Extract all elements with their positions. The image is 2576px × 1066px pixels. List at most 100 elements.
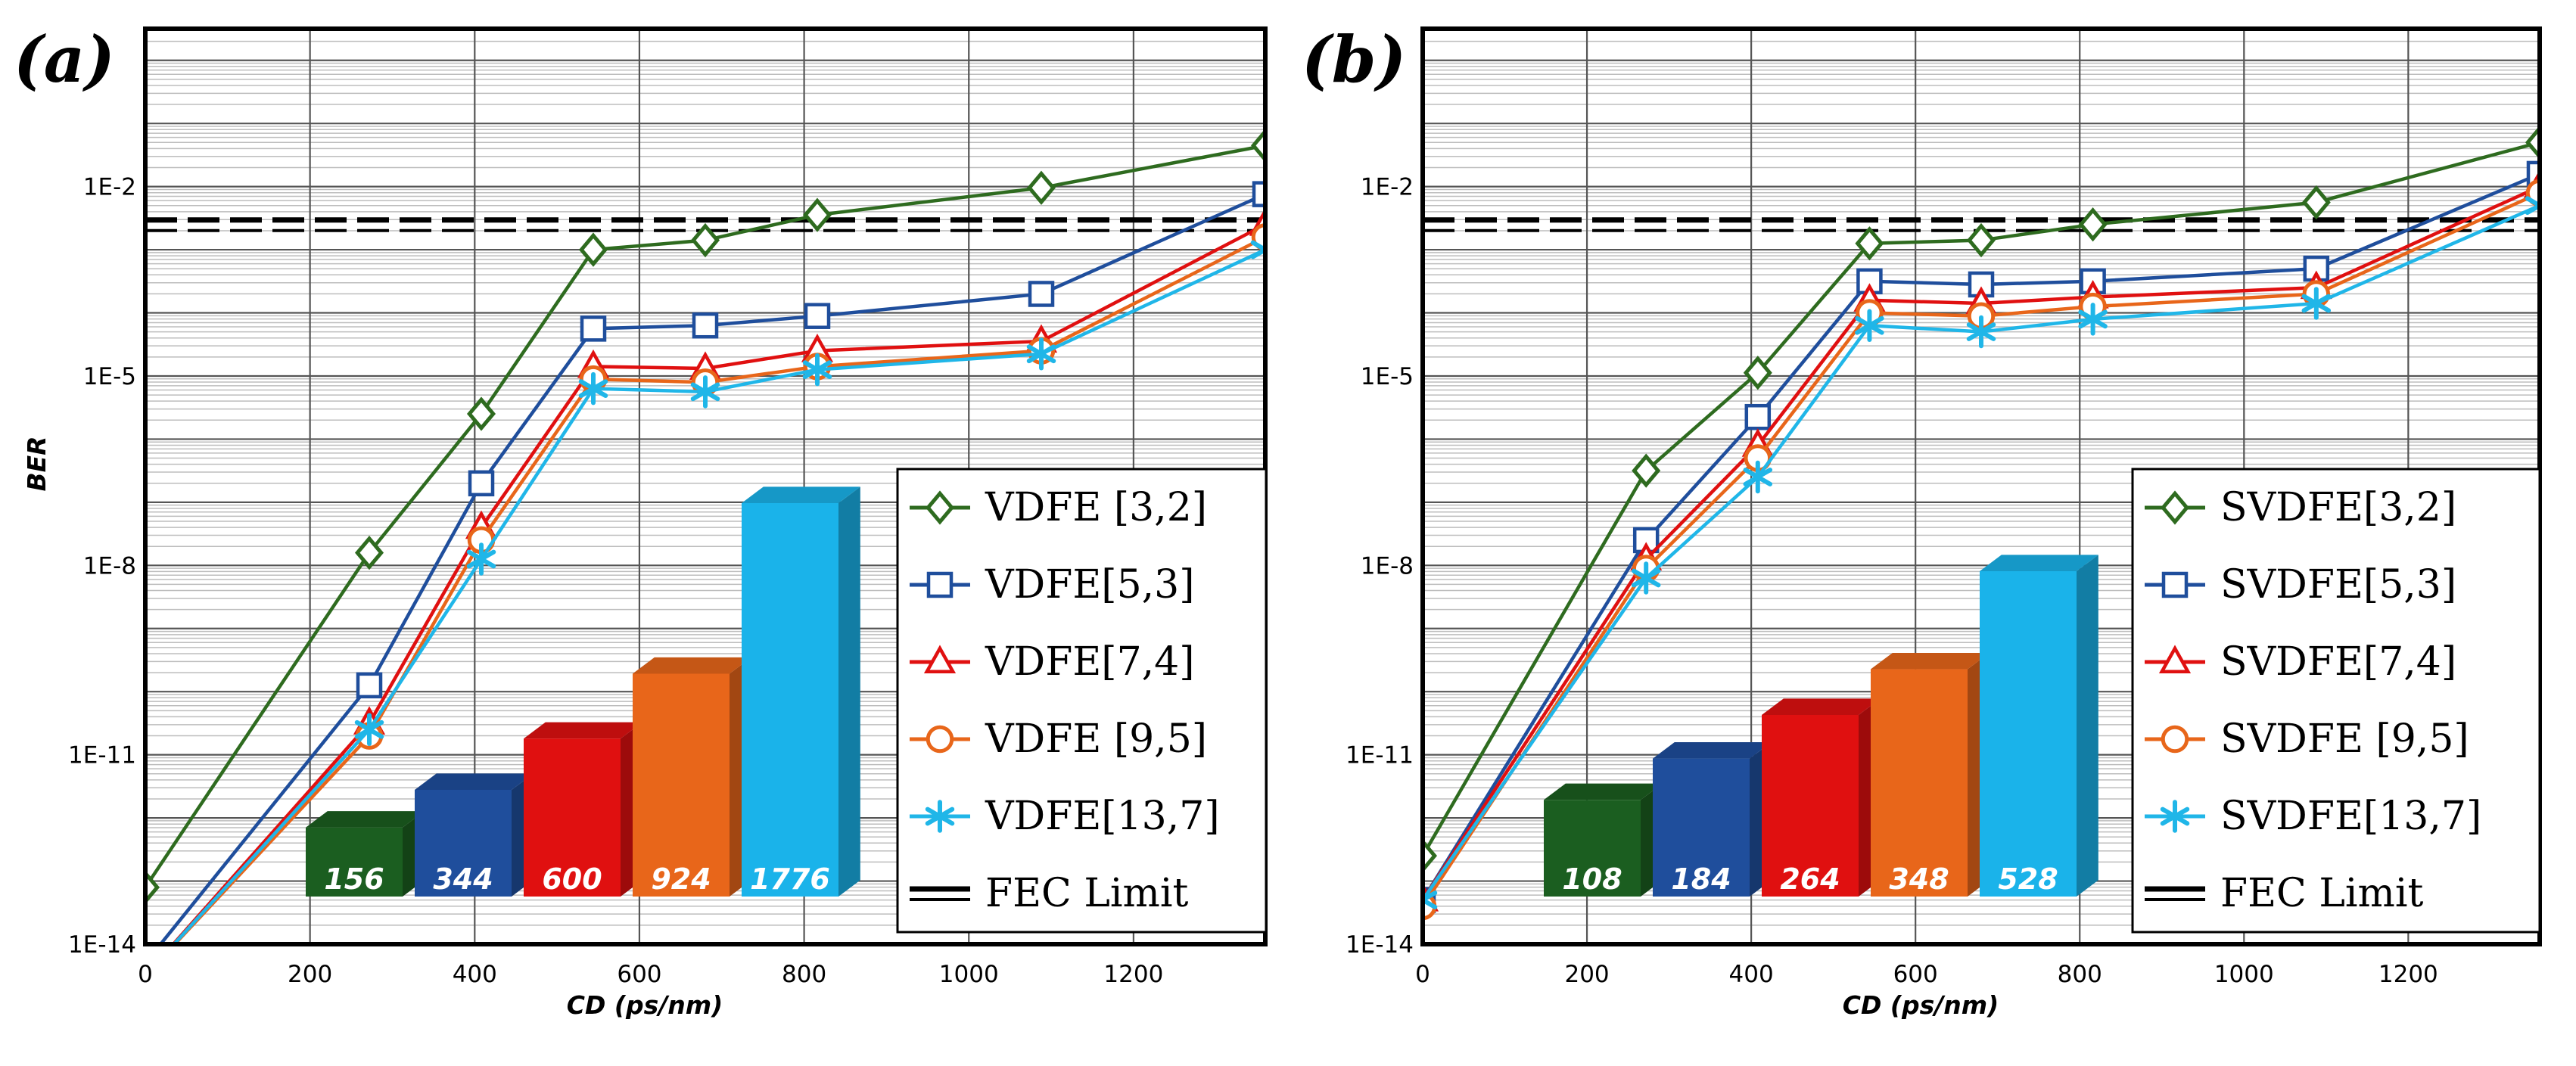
inset-bar: 600 bbox=[524, 722, 642, 897]
inset-bar-label: 184 bbox=[1671, 862, 1731, 896]
inset-bar: 924 bbox=[633, 657, 751, 897]
legend-label: FEC Limit bbox=[2220, 871, 2423, 916]
x-tick-label: 1200 bbox=[2378, 961, 2438, 988]
inset-bar: 348 bbox=[1871, 652, 1990, 897]
data-point bbox=[578, 232, 608, 267]
star-stroke bbox=[2160, 806, 2190, 826]
y-tick-label: 1E-14 bbox=[68, 931, 136, 959]
legend-entry: VDFE[5,3] bbox=[910, 562, 1195, 608]
data-layer: 108 184 264 348 528 bbox=[1423, 125, 2540, 921]
legend-label: SVDFE[13,7] bbox=[2220, 794, 2481, 839]
data-point bbox=[2161, 725, 2189, 754]
inset-bar-label: 600 bbox=[542, 862, 602, 896]
inset-bar-front bbox=[1871, 669, 1968, 897]
data-point bbox=[802, 353, 832, 387]
x-tick-label: 1200 bbox=[1103, 961, 1163, 988]
inset-bar-front bbox=[524, 738, 621, 897]
data-point bbox=[1744, 403, 1772, 430]
y-axis-title: BER bbox=[22, 436, 51, 491]
legend-entry: VDFE[13,7] bbox=[910, 794, 1220, 839]
inset-bar: 344 bbox=[415, 773, 534, 897]
legend-entry: SVDFE [9,5] bbox=[2145, 716, 2469, 762]
star-stroke bbox=[1423, 890, 1438, 903]
inset-bar-label: 264 bbox=[1780, 862, 1840, 896]
data-point bbox=[692, 312, 719, 339]
legend-entry: FEC Limit bbox=[2145, 871, 2423, 916]
inset-bar-front bbox=[1544, 800, 1641, 897]
data-layer: 156 344 600 924 1776 bbox=[145, 128, 1265, 944]
data-point bbox=[354, 713, 384, 747]
chart-panel-a: 1E-2 1E-5 1E-8 1E-11 1E-140 200 400 600 800 1000 1… bbox=[14, 22, 1268, 1020]
x-tick-label: 600 bbox=[617, 961, 661, 988]
inset-bar: 184 bbox=[1653, 741, 1772, 897]
y-tick-label: 1E-11 bbox=[68, 742, 136, 769]
star-stroke bbox=[2301, 294, 2332, 313]
inset-bar-front bbox=[1980, 571, 2077, 897]
inset-bar-label: 924 bbox=[651, 862, 711, 896]
series-line bbox=[158, 192, 1265, 944]
legend-entry: SVDFE[5,3] bbox=[2145, 562, 2456, 608]
data-point bbox=[2078, 207, 2108, 242]
data-point bbox=[926, 725, 954, 754]
legend-entry: SVDFE[3,2] bbox=[2145, 485, 2456, 530]
data-point bbox=[466, 396, 496, 431]
inset-bar-label: 348 bbox=[1889, 862, 1949, 896]
star-stroke bbox=[1250, 240, 1265, 253]
inset-bar-front bbox=[1762, 715, 1859, 897]
panel-label: (a) bbox=[14, 22, 115, 97]
data-point bbox=[1855, 226, 1884, 261]
legend-entry: VDFE[7,4] bbox=[910, 639, 1195, 685]
legend-label: VDFE[13,7] bbox=[985, 794, 1220, 839]
inset-bar-label: 528 bbox=[1998, 862, 2058, 896]
inset-bar-label: 156 bbox=[324, 862, 384, 896]
data-point bbox=[356, 672, 383, 699]
star-stroke bbox=[466, 549, 496, 569]
star-stroke bbox=[1966, 322, 1996, 341]
legend-label: SVDFE[3,2] bbox=[2220, 485, 2456, 530]
data-point bbox=[2525, 125, 2540, 160]
star-stroke bbox=[1250, 247, 1265, 260]
data-point bbox=[1631, 561, 1661, 595]
inset-bar-label: 108 bbox=[1562, 862, 1622, 896]
x-tick-label: 400 bbox=[1729, 961, 1774, 988]
legend-label: VDFE[7,4] bbox=[985, 639, 1195, 685]
y-tick-label: 1E-2 bbox=[83, 174, 136, 201]
data-point bbox=[1423, 838, 1438, 873]
star-stroke bbox=[2525, 203, 2540, 216]
data-point bbox=[925, 800, 955, 833]
inset-bar-side bbox=[838, 486, 860, 897]
data-point bbox=[1632, 453, 1661, 488]
data-point bbox=[802, 197, 832, 232]
inset-bar-front bbox=[1653, 758, 1750, 897]
x-tick-label: 600 bbox=[1893, 961, 1938, 988]
x-tick-label: 1000 bbox=[2214, 961, 2274, 988]
data-point bbox=[145, 870, 160, 905]
y-tick-label: 1E-14 bbox=[1346, 931, 1414, 959]
x-tick-label: 400 bbox=[453, 961, 497, 988]
inset-bar-top bbox=[306, 811, 425, 828]
star-stroke bbox=[1423, 897, 1438, 909]
data-point bbox=[2301, 287, 2332, 320]
y-tick-label: 1E-11 bbox=[1346, 742, 1414, 769]
inset-bar-front bbox=[415, 789, 512, 897]
y-tick-label: 1E-8 bbox=[1361, 552, 1414, 580]
inset-bar-top bbox=[1980, 555, 2098, 571]
data-point bbox=[925, 490, 955, 525]
series-line bbox=[1423, 204, 2540, 901]
data-point bbox=[2078, 303, 2108, 336]
series-line bbox=[171, 248, 1265, 944]
data-point bbox=[926, 571, 954, 598]
data-point bbox=[1743, 460, 1773, 494]
data-point bbox=[578, 371, 608, 406]
legend-entry: SVDFE[7,4] bbox=[2145, 639, 2456, 685]
legend-label: SVDFE[7,4] bbox=[2220, 639, 2456, 685]
x-axis-title: CD (ps/nm) bbox=[1843, 990, 1999, 1020]
data-point bbox=[1026, 170, 1056, 205]
star-stroke bbox=[690, 382, 720, 402]
legend-entry: FEC Limit bbox=[910, 871, 1188, 916]
inset-bar: 156 bbox=[306, 811, 425, 897]
star-stroke bbox=[354, 719, 384, 739]
inset-bar-side bbox=[2077, 555, 2098, 897]
chart-panel-b: 1E-2 1E-5 1E-8 1E-11 1E-140 200 400 600 800 1000 1… bbox=[1302, 22, 2542, 1020]
